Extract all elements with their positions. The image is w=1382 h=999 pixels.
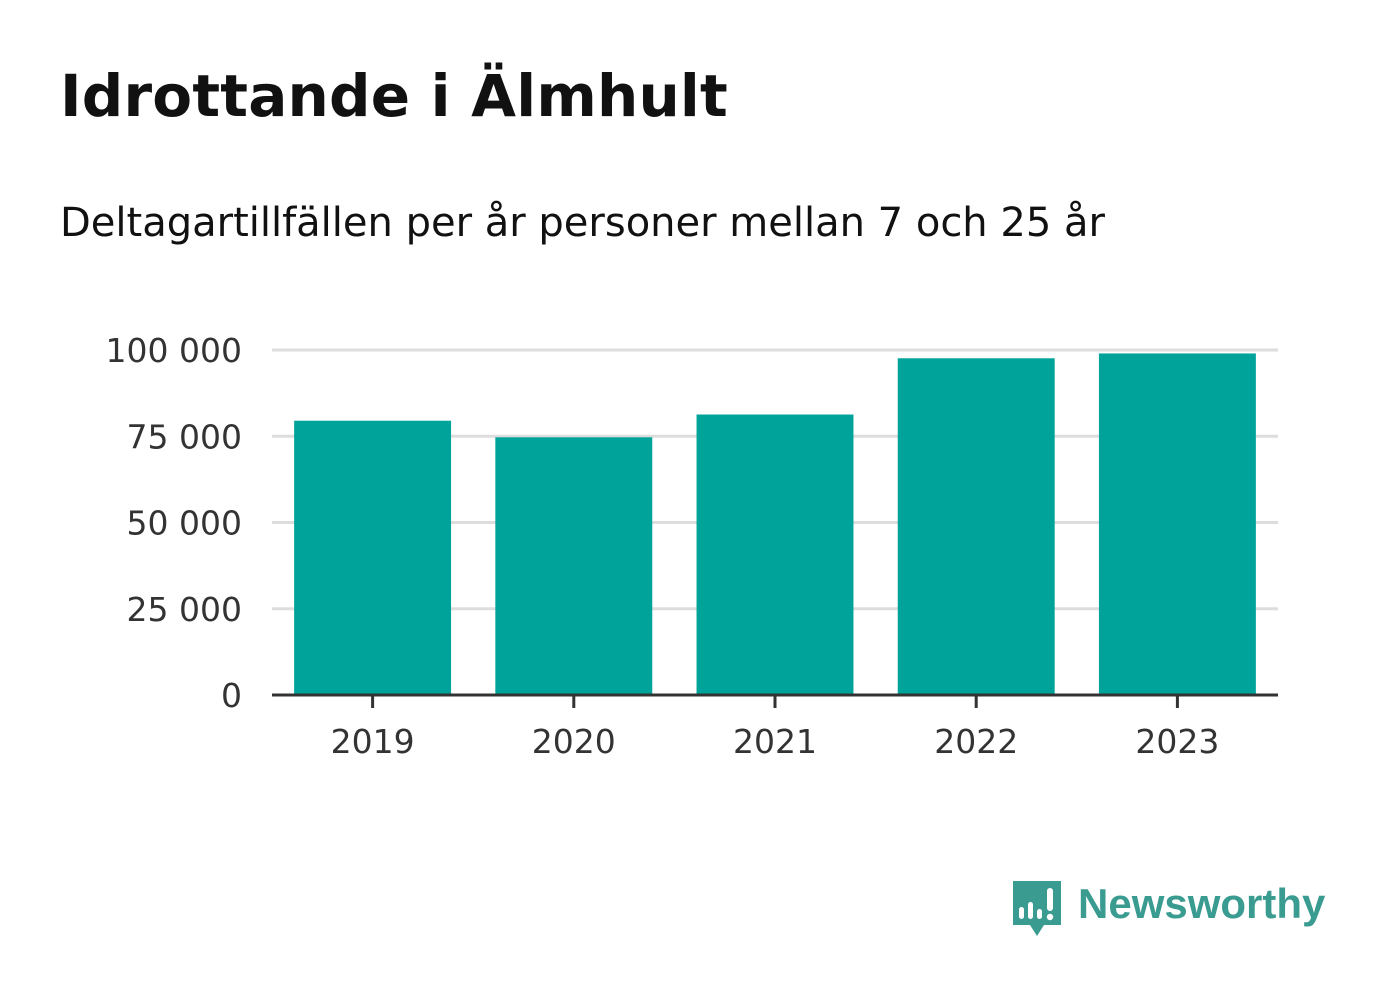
bar (696, 414, 854, 695)
newsworthy-logo: Newsworthy (1010, 878, 1325, 942)
y-tick-label: 75 000 (127, 417, 242, 456)
x-tick-label: 2019 (331, 722, 415, 761)
chart-title: Idrottande i Älmhult (60, 62, 728, 130)
bar (294, 420, 452, 695)
axes: 0 25 000 50 000 75 000 100 000 2019 2020 2021 20… (106, 331, 1278, 761)
x-tick-label: 2023 (1135, 722, 1219, 761)
x-tick-label: 2022 (934, 722, 1018, 761)
newsworthy-logo-icon (1013, 881, 1061, 936)
chart-subtitle: Deltagartillfällen per år personer mella… (60, 200, 1105, 246)
bar (1098, 353, 1256, 695)
brand-name: Newsworthy (1078, 880, 1326, 927)
y-tick-label: 0 (221, 676, 242, 715)
bars (294, 353, 1256, 695)
x-tick-label: 2020 (532, 722, 616, 761)
y-tick-label: 100 000 (106, 331, 242, 370)
y-tick-label: 50 000 (127, 504, 242, 543)
bar (495, 437, 653, 695)
x-tick-label: 2021 (733, 722, 817, 761)
bar (897, 358, 1055, 695)
y-tick-label: 25 000 (127, 590, 242, 629)
